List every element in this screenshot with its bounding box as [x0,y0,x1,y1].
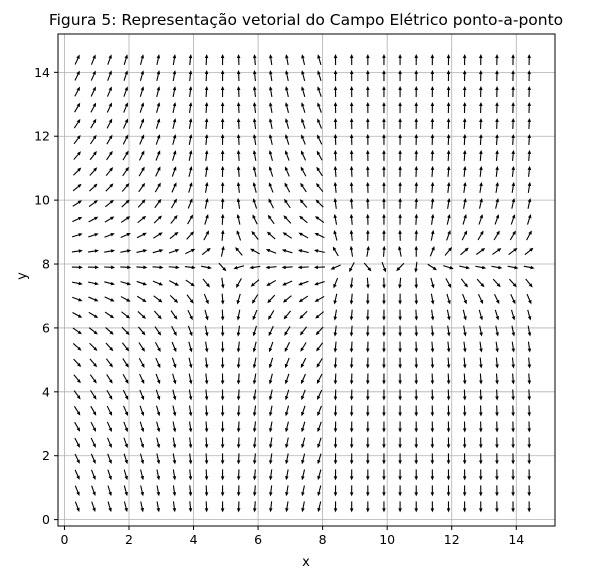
x-axis-label: x [302,555,310,570]
y-tick-label: 6 [42,320,50,335]
y-tick-label: 4 [42,384,50,399]
x-tick-label: 2 [125,532,133,547]
chart-title: Figura 5: Representação vetorial do Camp… [49,11,563,29]
x-tick-label: 6 [254,532,262,547]
y-tick-label: 12 [34,129,50,144]
x-tick-label: 10 [379,532,395,547]
x-tick-label: 8 [319,532,327,547]
y-tick-label: 14 [34,65,50,80]
x-tick-label: 4 [190,532,198,547]
y-tick-label: 2 [42,448,50,463]
y-axis-label: y [15,272,30,280]
y-tick-label: 10 [34,193,50,208]
y-tick-label: 8 [42,257,50,272]
y-tick-label: 0 [42,512,50,527]
x-tick-label: 0 [60,532,68,547]
x-tick-label: 12 [444,532,460,547]
x-tick-label: 14 [508,532,524,547]
